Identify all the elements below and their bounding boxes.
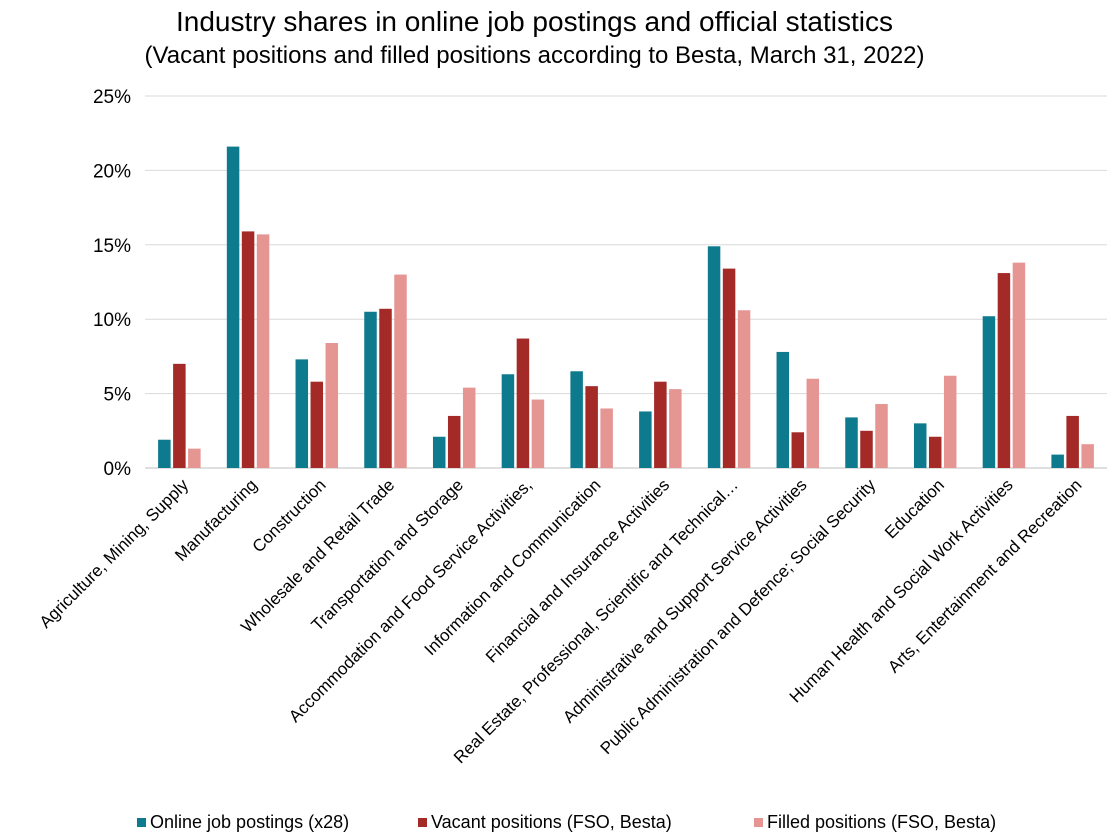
bar-filled-positions (875, 404, 888, 468)
legend-item-filled-positions: Filled positions (FSO, Besta) (754, 812, 996, 832)
bar-online-postings (707, 246, 721, 468)
y-tick-label: 25% (93, 87, 131, 108)
bar-online-postings (639, 411, 652, 468)
bar-filled-positions (256, 234, 270, 468)
x-tick-label: Agriculture, Mining, Supply (36, 475, 193, 632)
y-tick-label: 20% (93, 161, 131, 182)
bar-vacant-positions (379, 308, 392, 468)
bar-online-postings (776, 351, 790, 468)
bar-vacant-positions (447, 415, 461, 468)
bar-filled-positions (188, 448, 201, 468)
bar-vacant-positions (860, 430, 873, 468)
y-tick-label: 15% (93, 236, 131, 257)
x-tick-label: Accommodation and Food Service Activitie… (285, 475, 536, 726)
bar-vacant-positions (1066, 415, 1079, 468)
y-tick-label: 5% (104, 385, 132, 406)
bar-vacant-positions (173, 363, 186, 468)
bar-online-postings (432, 436, 446, 468)
bar-vacant-positions (310, 381, 324, 468)
legend: Online job postings (x28) Vacant positio… (0, 812, 1109, 834)
bar-filled-positions (806, 378, 820, 468)
bar-vacant-positions (241, 231, 255, 468)
bar-filled-positions (531, 399, 545, 468)
bar-filled-positions (737, 310, 751, 468)
legend-label-filled-positions: Filled positions (FSO, Besta) (767, 812, 997, 832)
bar-vacant-positions (722, 268, 736, 468)
bar-vacant-positions (654, 381, 667, 468)
bar-online-postings (226, 146, 240, 469)
bar-online-postings (1051, 454, 1064, 468)
bar-filled-positions (600, 408, 613, 468)
bar-filled-positions (669, 389, 682, 468)
x-tick-label: Administrative and Support Service Activ… (559, 475, 810, 726)
bar-filled-positions (462, 387, 476, 468)
bar-filled-positions (943, 375, 957, 468)
legend-swatch-online-postings (137, 818, 146, 827)
legend-swatch-filled-positions (754, 818, 763, 827)
bar-online-postings (295, 359, 309, 468)
bar-online-postings (364, 311, 377, 468)
bar-filled-positions (394, 274, 407, 468)
chart-title: Industry shares in online job postings a… (176, 6, 893, 37)
legend-swatch-vacant-positions (418, 818, 427, 827)
bar-online-postings (501, 374, 515, 468)
legend-label-vacant-positions: Vacant positions (FSO, Besta) (431, 812, 672, 832)
bar-vacant-positions (516, 338, 530, 468)
bar-filled-positions (325, 343, 339, 468)
bar-vacant-positions (791, 432, 805, 468)
legend-item-vacant-positions: Vacant positions (FSO, Besta) (418, 812, 672, 832)
y-tick-label: 10% (93, 310, 131, 331)
bar-online-postings (845, 417, 858, 468)
bar-online-postings (158, 439, 171, 468)
bar-vacant-positions (585, 386, 598, 468)
legend-label-online-postings: Online job postings (x28) (150, 812, 350, 832)
bar-filled-positions (1081, 444, 1094, 468)
bar-filled-positions (1012, 262, 1026, 468)
y-tick-label: 0% (104, 459, 132, 480)
bar-vacant-positions (997, 273, 1011, 468)
legend-item-online-postings: Online job postings (x28) (137, 812, 349, 832)
bar-online-postings (913, 423, 927, 468)
x-tick-label: Education (881, 475, 948, 542)
chart-subtitle: (Vacant positions and filled positions a… (144, 42, 925, 69)
bar-vacant-positions (928, 436, 942, 468)
bar-online-postings (982, 316, 996, 468)
bar-online-postings (570, 371, 583, 468)
